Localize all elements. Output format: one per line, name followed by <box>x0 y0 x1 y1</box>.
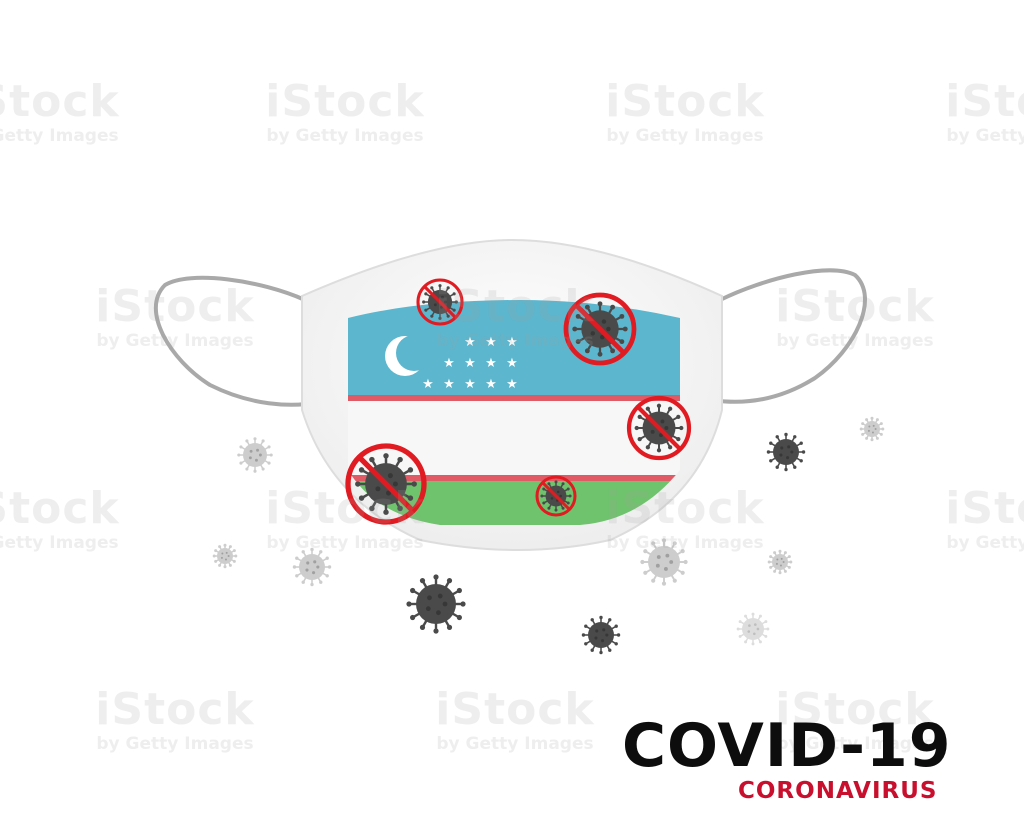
virus-icon <box>581 615 621 655</box>
right-ear-loop <box>711 268 867 404</box>
prohibition-sign-icon <box>626 395 692 461</box>
prohibition-sign-icon <box>345 443 427 525</box>
star-icon: ★ <box>485 356 497 371</box>
virus-icon <box>736 612 770 646</box>
prohibition-sign-icon <box>416 278 464 326</box>
floating-viruses <box>212 416 885 655</box>
star-icon: ★ <box>443 377 455 392</box>
star-icon: ★ <box>422 377 434 392</box>
virus-icon <box>767 549 793 575</box>
virus-icon <box>292 547 332 587</box>
virus-icon <box>237 437 273 473</box>
prohibition-sign-icon <box>563 292 637 366</box>
left-ear-loop <box>153 275 321 407</box>
headline-subtitle: CORONAVIRUS <box>738 778 938 804</box>
blocked-viruses <box>345 278 692 525</box>
headline-title: COVID-19 <box>622 711 952 781</box>
virus-icon <box>212 543 238 569</box>
star-icon: ★ <box>464 356 476 371</box>
star-icon: ★ <box>506 335 518 350</box>
star-icon: ★ <box>506 377 518 392</box>
uzbekistan-flag-icon <box>348 300 680 525</box>
star-icon: ★ <box>506 356 518 371</box>
virus-icon <box>640 538 688 586</box>
crescent-icon <box>385 335 432 376</box>
star-icon: ★ <box>443 356 455 371</box>
prohibition-sign-icon <box>535 475 577 517</box>
star-icon: ★ <box>464 335 476 350</box>
virus-icon <box>406 574 466 634</box>
star-group: ★ ★ ★ ★ ★ ★ ★ ★ ★ ★ ★ ★ <box>422 335 518 392</box>
star-icon: ★ <box>464 377 476 392</box>
virus-icon <box>766 432 806 472</box>
star-icon: ★ <box>485 335 497 350</box>
virus-icon <box>859 416 885 442</box>
star-icon: ★ <box>485 377 497 392</box>
